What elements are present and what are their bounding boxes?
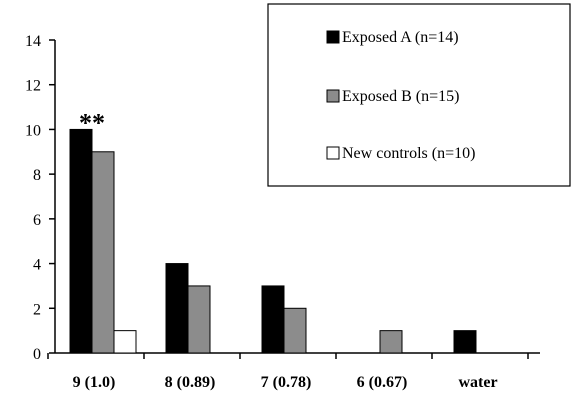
bar-2-4 — [379, 330, 403, 354]
bar-1-2 — [165, 263, 189, 354]
annotations: ** — [79, 108, 105, 137]
legend-swatch — [326, 146, 340, 160]
y-tick-label: 0 — [33, 346, 41, 363]
x-tick-label: 6 (0.67) — [357, 374, 408, 391]
y-tick-label: 4 — [33, 257, 41, 274]
x-tick-label: 8 (0.89) — [165, 374, 216, 391]
legend-swatch — [326, 30, 340, 44]
legend: Exposed A (n=14) Exposed B (n=15) New cont… — [267, 3, 571, 187]
bar-3-1 — [113, 330, 137, 354]
bars — [69, 128, 477, 354]
x-tick-label: 9 (1.0) — [73, 374, 116, 391]
x-axis: 9 (1.0) 8 (0.89) 7 (0.78) 6 (0.67) water — [47, 352, 540, 391]
bar-1-3 — [261, 285, 285, 354]
legend-swatch — [326, 89, 340, 103]
y-tick-label: 14 — [25, 33, 41, 50]
y-tick-label: 8 — [33, 167, 41, 184]
y-tick-label: 6 — [33, 212, 41, 229]
legend-label: Exposed A (n=14) — [342, 29, 459, 46]
y-tick-label: 10 — [25, 122, 41, 139]
bar-2-3 — [283, 307, 307, 354]
y-tick-label: 2 — [33, 301, 41, 318]
x-tick-label: water — [458, 374, 497, 391]
bar-1-5 — [453, 330, 477, 354]
bar-2-1 — [91, 151, 115, 354]
x-tick-label: 7 (0.78) — [261, 374, 312, 391]
legend-label: Exposed B (n=15) — [342, 88, 459, 105]
legend-box — [267, 3, 571, 187]
bar-1-1 — [69, 128, 93, 354]
bar-2-2 — [187, 285, 211, 354]
legend-label: New controls (n=10) — [342, 145, 475, 162]
significance-annotation: ** — [79, 108, 105, 137]
y-tick-label: 12 — [25, 78, 41, 95]
y-axis: 0 2 4 6 8 10 12 14 — [25, 33, 56, 363]
